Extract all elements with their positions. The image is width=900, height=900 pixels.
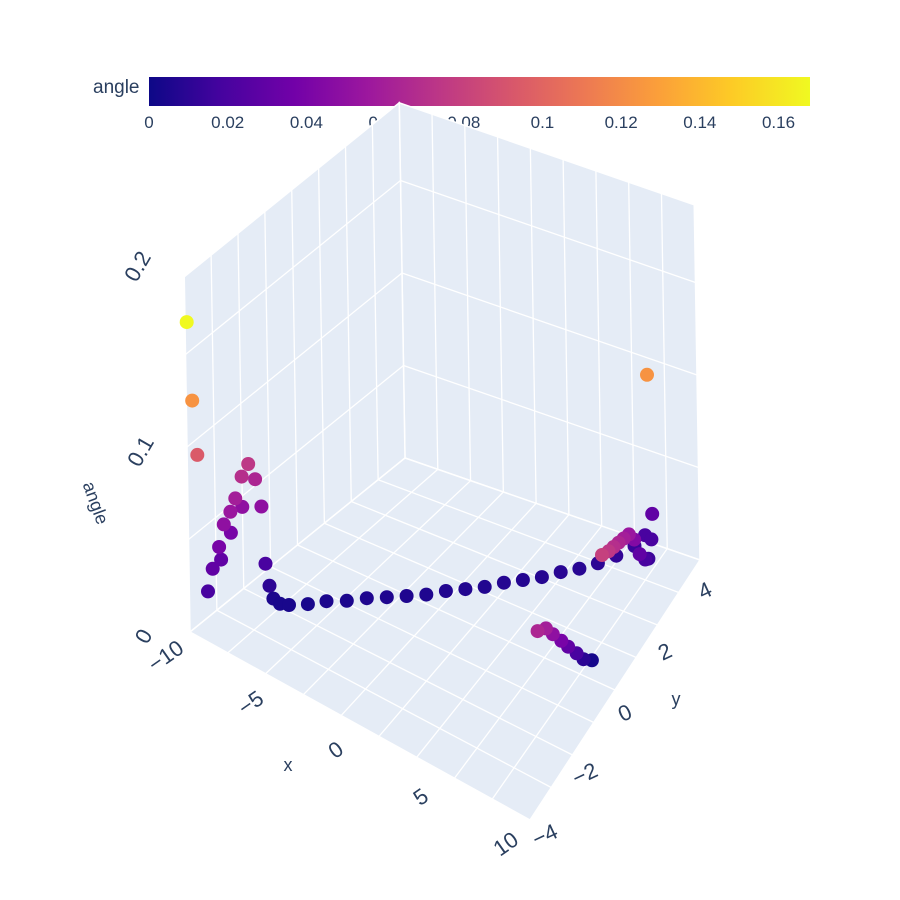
grid-y-wall-4: [291, 189, 299, 546]
data-point[interactable]: [258, 556, 273, 571]
grid-y-wall-6: [344, 146, 352, 502]
data-point[interactable]: [234, 469, 249, 484]
colorbar-tick-6: 0.12: [604, 113, 638, 132]
grid-x-wall-4: [562, 159, 570, 515]
grid-y-wall-5: [317, 168, 326, 524]
z-tick-label-0: 0: [130, 625, 158, 648]
data-point[interactable]: [399, 589, 414, 603]
colorbar-gradient: [149, 77, 810, 106]
grid-y-floor-2: [243, 587, 573, 756]
data-point[interactable]: [419, 587, 434, 602]
data-point[interactable]: [379, 590, 394, 605]
z-tick-label-1: 0.1: [122, 432, 159, 471]
colorbar-tick-8: 0.16: [761, 113, 796, 132]
grid-x-wall-2: [628, 182, 636, 538]
grid-x-wall-1: [660, 193, 668, 549]
data-point[interactable]: [179, 315, 194, 330]
data-point[interactable]: [185, 393, 200, 408]
data-point[interactable]: [458, 582, 473, 597]
data-point[interactable]: [216, 517, 231, 532]
grid-x-wall-7: [464, 125, 472, 481]
data-point[interactable]: [534, 570, 549, 585]
data-point[interactable]: [223, 504, 238, 519]
data-point[interactable]: [248, 472, 263, 487]
colorbar-tick-5: 0.1: [530, 113, 555, 132]
grid-y-floor-4: [297, 544, 616, 691]
grid-y-wall-7: [371, 124, 379, 480]
grid-y-floor-3: [270, 566, 595, 724]
data-point[interactable]: [644, 532, 659, 547]
data-point[interactable]: [496, 575, 511, 590]
grid-y-floor-6: [351, 500, 658, 626]
data-point[interactable]: [632, 547, 647, 562]
colorbar-tick-2: 0.04: [289, 113, 323, 132]
data-point[interactable]: [553, 565, 568, 580]
y-tick-label-1: −2: [568, 757, 601, 790]
data-point[interactable]: [515, 573, 530, 587]
scene-grid: [183, 101, 702, 821]
data-point[interactable]: [339, 593, 354, 608]
colorbar-tick-7: 0.14: [683, 113, 717, 132]
data-point[interactable]: [572, 561, 587, 576]
colorbar-tick-1: 0.02: [211, 113, 245, 132]
colorbar-tick-0: 0: [144, 113, 154, 132]
grid-x-wall-5: [529, 148, 537, 504]
colorbar-title: angle: [93, 77, 140, 98]
data-point[interactable]: [282, 598, 296, 612]
data-point[interactable]: [241, 457, 256, 471]
data-point[interactable]: [477, 579, 492, 594]
grid-z-back-0: [403, 364, 699, 469]
data-point[interactable]: [530, 624, 545, 639]
data-point[interactable]: [201, 584, 215, 599]
z-axis-title: angle: [79, 479, 113, 527]
data-point[interactable]: [214, 552, 229, 567]
x-tick-label-3: 5: [409, 783, 433, 811]
data-point[interactable]: [190, 447, 205, 462]
grid-x-wall-3: [595, 170, 603, 527]
y-tick-label-3: 2: [654, 638, 676, 666]
grid-z-back-2: [400, 179, 696, 284]
data-point[interactable]: [212, 540, 227, 554]
data-point[interactable]: [319, 594, 334, 609]
y-tick-label-0: −4: [528, 819, 561, 852]
data-point[interactable]: [262, 578, 277, 593]
x-tick-label-1: −5: [233, 685, 268, 720]
z-tick-label-2: 0.2: [119, 247, 156, 286]
y-axis-title: y: [672, 689, 681, 709]
grid-y-wall-2: [237, 233, 245, 589]
y-tick-label-2: 0: [614, 699, 636, 727]
data-point[interactable]: [300, 597, 315, 612]
data-point[interactable]: [254, 499, 269, 514]
grid-z-left-1: [186, 272, 403, 448]
data-points: [179, 315, 660, 668]
grid-x-wall-8: [431, 114, 439, 470]
grid-y-floor-1: [216, 609, 552, 789]
data-point[interactable]: [438, 584, 453, 598]
x-tick-label-2: 0: [324, 736, 348, 764]
x-tick-label-4: 10: [489, 827, 523, 862]
grid-z-left-2: [185, 179, 401, 356]
data-point[interactable]: [595, 548, 609, 562]
grid-y-floor-7: [377, 479, 679, 594]
data-point[interactable]: [228, 491, 243, 506]
x-axis-title: x: [284, 755, 293, 775]
data-point[interactable]: [640, 367, 654, 382]
data-point[interactable]: [359, 591, 374, 606]
data-point[interactable]: [205, 561, 220, 576]
y-tick-label-4: 4: [694, 577, 716, 605]
data-point[interactable]: [645, 506, 660, 521]
grid-y-wall-3: [264, 211, 272, 567]
grid-z-back-1: [401, 272, 698, 376]
grid-x-wall-6: [496, 136, 504, 493]
